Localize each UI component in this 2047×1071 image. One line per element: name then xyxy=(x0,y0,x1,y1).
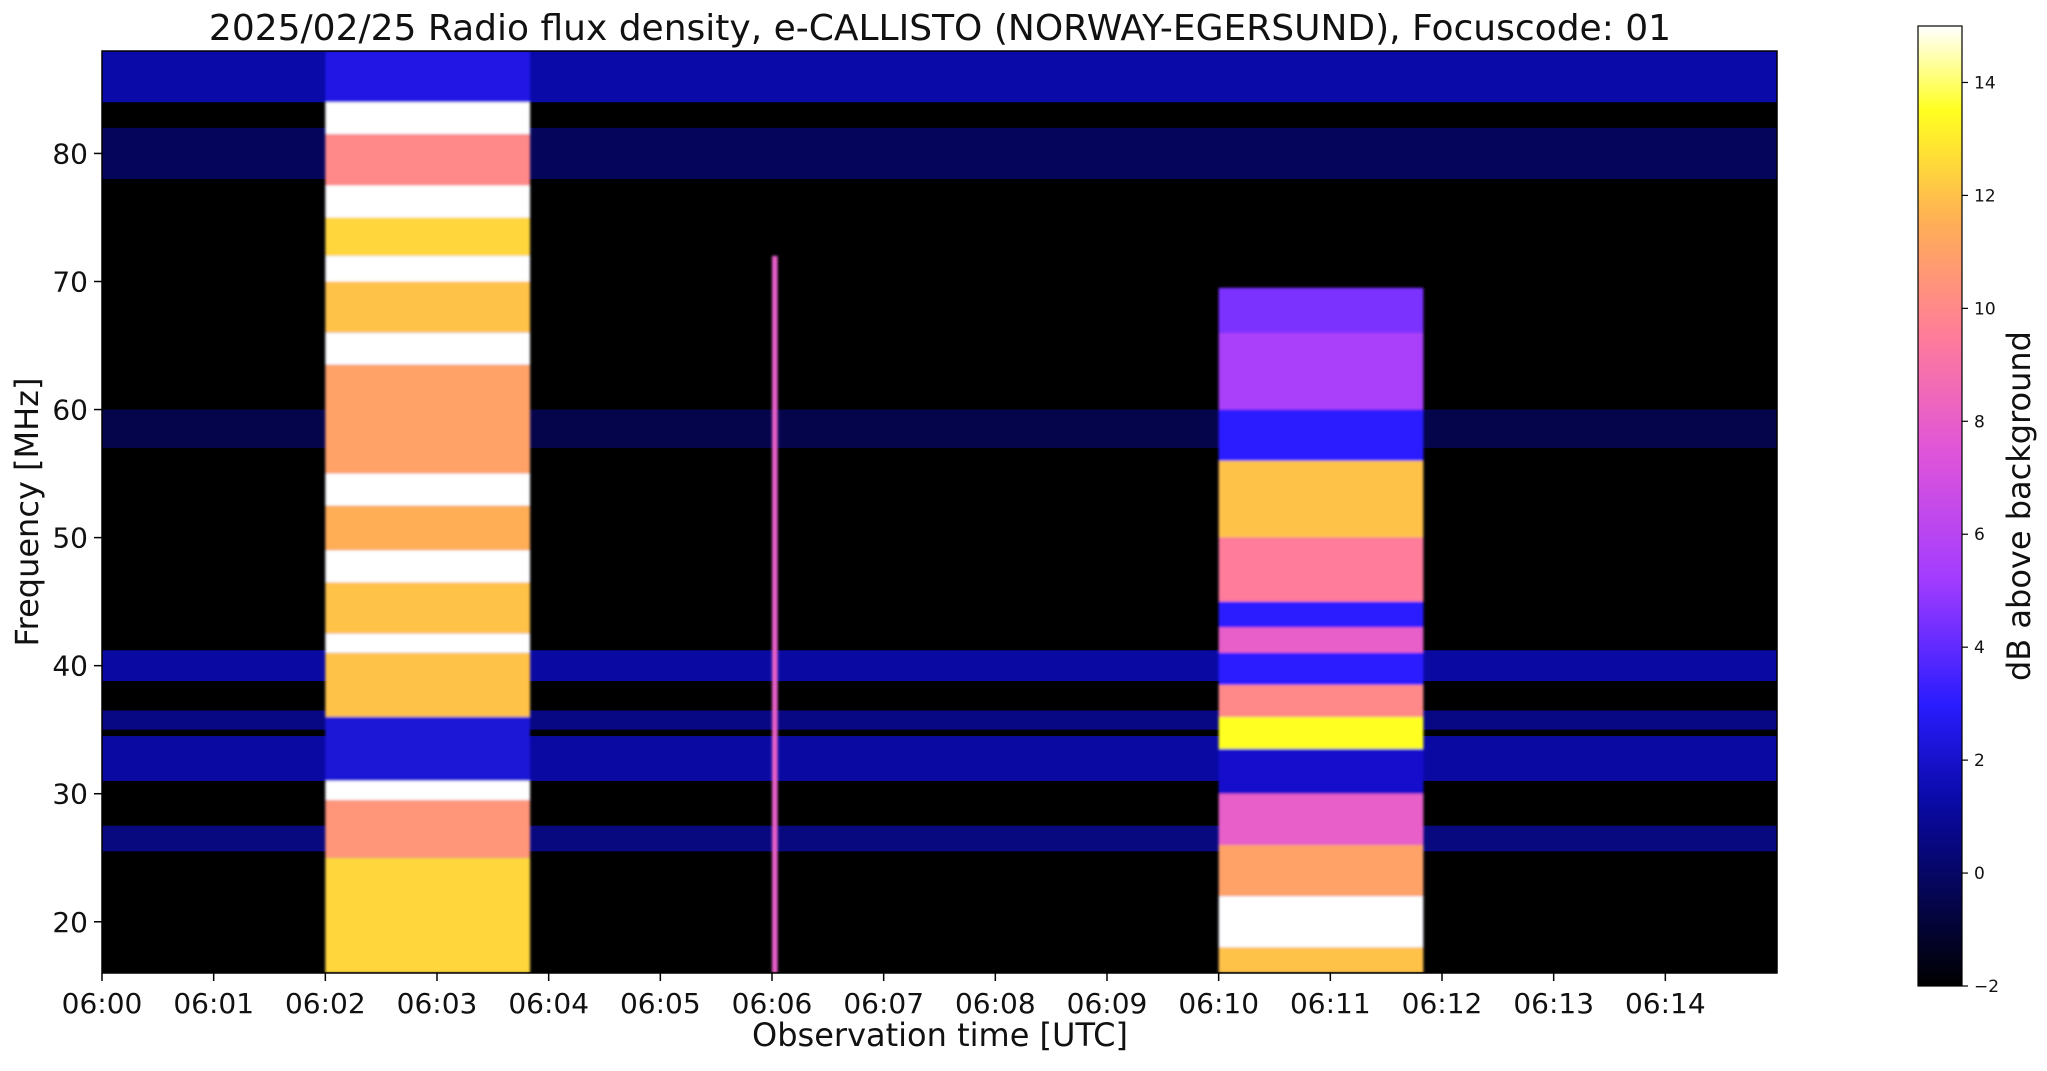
colorbar-tick-label: 8 xyxy=(1974,412,1985,432)
bursts xyxy=(325,51,1424,973)
colorbar-tick-label: 2 xyxy=(1974,751,1985,771)
x-tick-label: 06:12 xyxy=(1402,987,1483,1020)
burst-band xyxy=(1218,748,1424,794)
x-tick-label: 06:06 xyxy=(732,987,813,1020)
y-tick-label: 40 xyxy=(52,650,88,683)
burst-band xyxy=(325,364,531,474)
colorbar: −2 0 2 4 6 8 10 12 14 xyxy=(1917,25,1999,997)
y-axis-label: Frequency [MHz] xyxy=(8,378,46,647)
burst-band xyxy=(325,633,531,653)
colorbar-label: dB above background xyxy=(2000,331,2038,681)
burst-band xyxy=(325,505,531,551)
x-tick-label: 06:08 xyxy=(955,987,1036,1020)
burst-band xyxy=(325,217,531,256)
burst-1 xyxy=(325,51,531,973)
colorbar-tick-label: 14 xyxy=(1974,73,1996,93)
colorbar-tick-label: −2 xyxy=(1974,977,1999,997)
y-tick-label: 20 xyxy=(52,906,88,939)
y-axis: 20 30 40 50 60 70 80 xyxy=(52,137,102,939)
burst-band xyxy=(772,255,778,973)
burst-band xyxy=(1218,793,1424,845)
colorbar-tick-label: 10 xyxy=(1974,299,1996,319)
x-tick-label: 06:13 xyxy=(1513,987,1594,1020)
burst-band xyxy=(325,281,531,333)
burst-band xyxy=(325,716,531,781)
colorbar-gradient xyxy=(1917,25,1963,987)
x-tick-label: 06:04 xyxy=(508,987,589,1020)
colorbar-tick-label: 12 xyxy=(1974,186,1996,206)
x-tick-label: 06:14 xyxy=(1625,987,1706,1020)
burst-band xyxy=(325,102,531,135)
burst-band xyxy=(325,800,531,858)
x-tick-label: 06:05 xyxy=(620,987,701,1020)
x-tick-label: 06:00 xyxy=(62,987,143,1020)
burst-band xyxy=(1218,332,1424,410)
y-tick-label: 30 xyxy=(52,778,88,811)
x-axis-label: Observation time [UTC] xyxy=(752,1016,1128,1054)
burst-band xyxy=(1218,896,1424,948)
colorbar-ticks: −2 0 2 4 6 8 10 12 14 xyxy=(1962,73,1999,997)
burst-band xyxy=(325,473,531,506)
x-tick-label: 06:10 xyxy=(1178,987,1259,1020)
x-tick-label: 06:07 xyxy=(843,987,924,1020)
burst-band xyxy=(1218,652,1424,685)
burst-band xyxy=(325,255,531,282)
x-tick-label: 06:02 xyxy=(285,987,366,1020)
y-tick-label: 80 xyxy=(52,137,88,170)
burst-band xyxy=(1218,537,1424,602)
plot-area xyxy=(102,51,1777,973)
burst-band xyxy=(1218,947,1424,973)
burst-band xyxy=(1218,287,1424,333)
burst-band xyxy=(1218,460,1424,538)
burst-band xyxy=(325,582,531,634)
burst-2 xyxy=(772,255,778,973)
burst-band xyxy=(325,51,531,103)
burst-3 xyxy=(1218,287,1424,973)
x-axis: 06:00 06:01 06:02 06:03 06:04 06:05 06:06 06:07… xyxy=(62,973,1706,1020)
y-tick-label: 70 xyxy=(52,266,88,299)
burst-band xyxy=(325,134,531,186)
burst-band xyxy=(1218,627,1424,653)
x-tick-label: 06:03 xyxy=(397,987,478,1020)
colorbar-tick-label: 4 xyxy=(1974,638,1985,658)
y-tick-label: 60 xyxy=(52,394,88,427)
chart-title: 2025/02/25 Radio flux density, e-CALLIST… xyxy=(209,8,1671,49)
y-tick-label: 50 xyxy=(52,522,88,555)
burst-band xyxy=(1218,409,1424,461)
burst-band xyxy=(325,332,531,365)
burst-band xyxy=(1218,684,1424,717)
burst-band xyxy=(325,185,531,218)
burst-band xyxy=(325,652,531,717)
burst-band xyxy=(325,857,531,973)
colorbar-tick-label: 0 xyxy=(1974,864,1985,884)
burst-band xyxy=(1218,716,1424,749)
colorbar-tick-label: 6 xyxy=(1974,525,1985,545)
x-tick-label: 06:01 xyxy=(173,987,254,1020)
x-tick-label: 06:11 xyxy=(1290,987,1371,1020)
x-tick-label: 06:09 xyxy=(1067,987,1148,1020)
plot-frame xyxy=(101,50,1778,974)
burst-band xyxy=(325,550,531,583)
burst-band xyxy=(1218,601,1424,628)
burst-band xyxy=(1218,844,1424,897)
burst-band xyxy=(325,780,531,801)
